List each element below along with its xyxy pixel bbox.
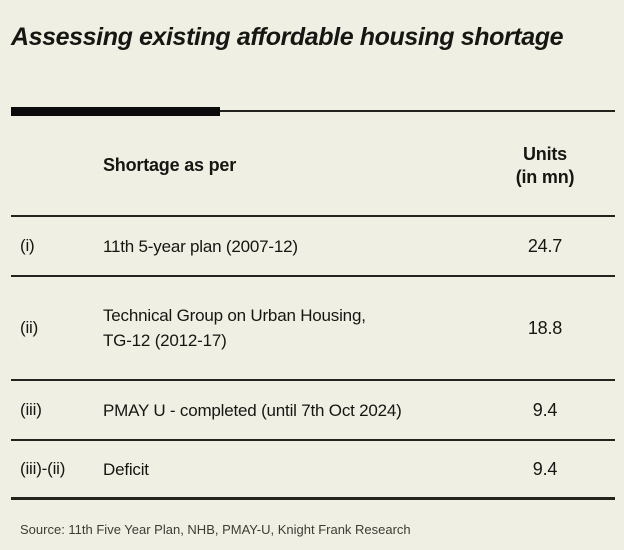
accent-bar-line xyxy=(220,110,615,112)
row-label: Technical Group on Urban Housing, TG-12 … xyxy=(103,303,475,353)
source-note: Source: 11th Five Year Plan, NHB, PMAY-U… xyxy=(20,522,411,537)
column-header-shortage: Shortage as per xyxy=(103,155,237,175)
row-label-line1: Technical Group on Urban Housing, xyxy=(103,306,366,325)
row-label-line1: 11th 5-year plan (2007-12) xyxy=(103,236,298,256)
row-value: 9.4 xyxy=(532,458,558,479)
column-header-units-line2: (in mn) xyxy=(515,166,575,187)
row-index: (ii) xyxy=(20,318,39,337)
table-row: (iii) PMAY U - completed (until 7th Oct … xyxy=(11,379,615,439)
table-header-row: Shortage as per Units (in mn) xyxy=(11,116,615,215)
row-value: 18.8 xyxy=(527,317,563,338)
row-label: Deficit xyxy=(103,457,475,482)
row-index: (iii) xyxy=(20,400,42,419)
row-label: 11th 5-year plan (2007-12) xyxy=(103,234,475,259)
accent-bar xyxy=(11,106,615,116)
column-header-units: Units (in mn) xyxy=(475,143,615,189)
page-title: Assessing existing affordable housing sh… xyxy=(11,23,564,51)
table-row: (i) 11th 5-year plan (2007-12) 24.7 xyxy=(11,215,615,275)
row-value: 9.4 xyxy=(532,399,558,420)
accent-bar-segment xyxy=(11,106,220,116)
row-label-line1: Deficit xyxy=(103,459,149,479)
table-row: (ii) Technical Group on Urban Housing, T… xyxy=(11,275,615,379)
column-header-units-line1: Units xyxy=(522,143,567,164)
shortage-table: Shortage as per Units (in mn) (i) 11th 5… xyxy=(11,116,615,500)
row-index: (i) xyxy=(20,236,35,255)
row-label-line2: TG-12 (2012-17) xyxy=(103,331,227,350)
row-label: PMAY U - completed (until 7th Oct 2024) xyxy=(103,398,475,423)
row-value: 24.7 xyxy=(527,235,563,256)
row-index: (iii)-(ii) xyxy=(20,459,66,478)
table-row: (iii)-(ii) Deficit 9.4 xyxy=(11,439,615,500)
row-label-line1: PMAY U - completed (until 7th Oct 2024) xyxy=(103,400,402,420)
